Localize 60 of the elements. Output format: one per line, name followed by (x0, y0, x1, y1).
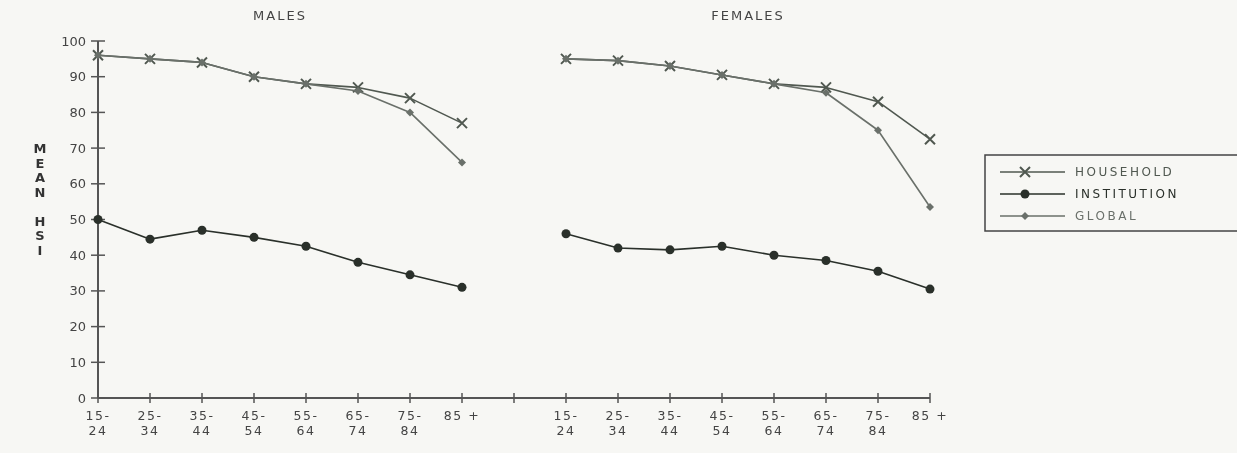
point (874, 126, 882, 135)
point (458, 158, 466, 167)
x-tick-label: 65- 74 (345, 408, 371, 438)
y-tick-label: 90 (69, 69, 86, 85)
x-tick-label: 55- 64 (293, 408, 319, 438)
y-tick-label: 70 (69, 140, 86, 156)
point (820, 81, 832, 94)
point (925, 284, 935, 294)
point (822, 88, 830, 97)
point (456, 117, 468, 130)
point (769, 250, 779, 260)
point (665, 245, 675, 255)
point (821, 256, 831, 266)
point (353, 257, 363, 267)
x-tick-label: 35- 44 (657, 408, 683, 438)
x-tick-label: 15- 24 (553, 408, 579, 438)
point (145, 234, 155, 244)
point (613, 243, 623, 253)
point (872, 95, 884, 108)
x-tick-label: 45- 54 (709, 408, 735, 438)
y-tick-label: 40 (69, 247, 86, 263)
point (249, 232, 259, 242)
y-tick-label: 20 (69, 319, 86, 335)
x-tick-label: 85 + (911, 408, 949, 423)
point (301, 241, 311, 251)
point (406, 108, 414, 117)
point (924, 133, 936, 146)
x-tick-label: 45- 54 (241, 408, 267, 438)
point (197, 225, 207, 235)
text: MALES (253, 8, 307, 23)
x-tick-label: 75- 84 (397, 408, 423, 438)
point (926, 203, 934, 212)
y-tick-label: 60 (69, 176, 86, 192)
point (873, 266, 883, 276)
point (457, 282, 467, 292)
text: HOUSEHOLD (1075, 165, 1175, 180)
point (354, 86, 362, 95)
text: GLOBAL (1075, 209, 1139, 224)
text: INSTITUTION (1075, 187, 1179, 202)
point (405, 270, 415, 280)
x-tick-label: 35- 44 (189, 408, 215, 438)
x-tick-label: 85 + (443, 408, 481, 423)
y-tick-label: 10 (69, 354, 86, 370)
x-tick-label: 65- 74 (813, 408, 839, 438)
y-tick-label: 30 (69, 283, 86, 299)
y-tick-label: 100 (61, 33, 86, 49)
y-tick-label: 80 (69, 104, 86, 120)
x-tick-label: 25- 34 (605, 408, 631, 438)
x-tick-label: 15- 24 (85, 408, 111, 438)
x-tick-label: 25- 34 (137, 408, 163, 438)
y-tick-label: 50 (69, 212, 86, 228)
y-axis-title: MEAN HSI (33, 141, 47, 258)
x-tick-label: 55- 64 (761, 408, 787, 438)
text: FEMALES (711, 8, 785, 23)
y-tick-label: 0 (77, 390, 86, 406)
point (352, 81, 364, 94)
point (404, 92, 416, 105)
point (717, 241, 727, 251)
x-tick-label: 75- 84 (865, 408, 891, 438)
point (561, 229, 571, 239)
